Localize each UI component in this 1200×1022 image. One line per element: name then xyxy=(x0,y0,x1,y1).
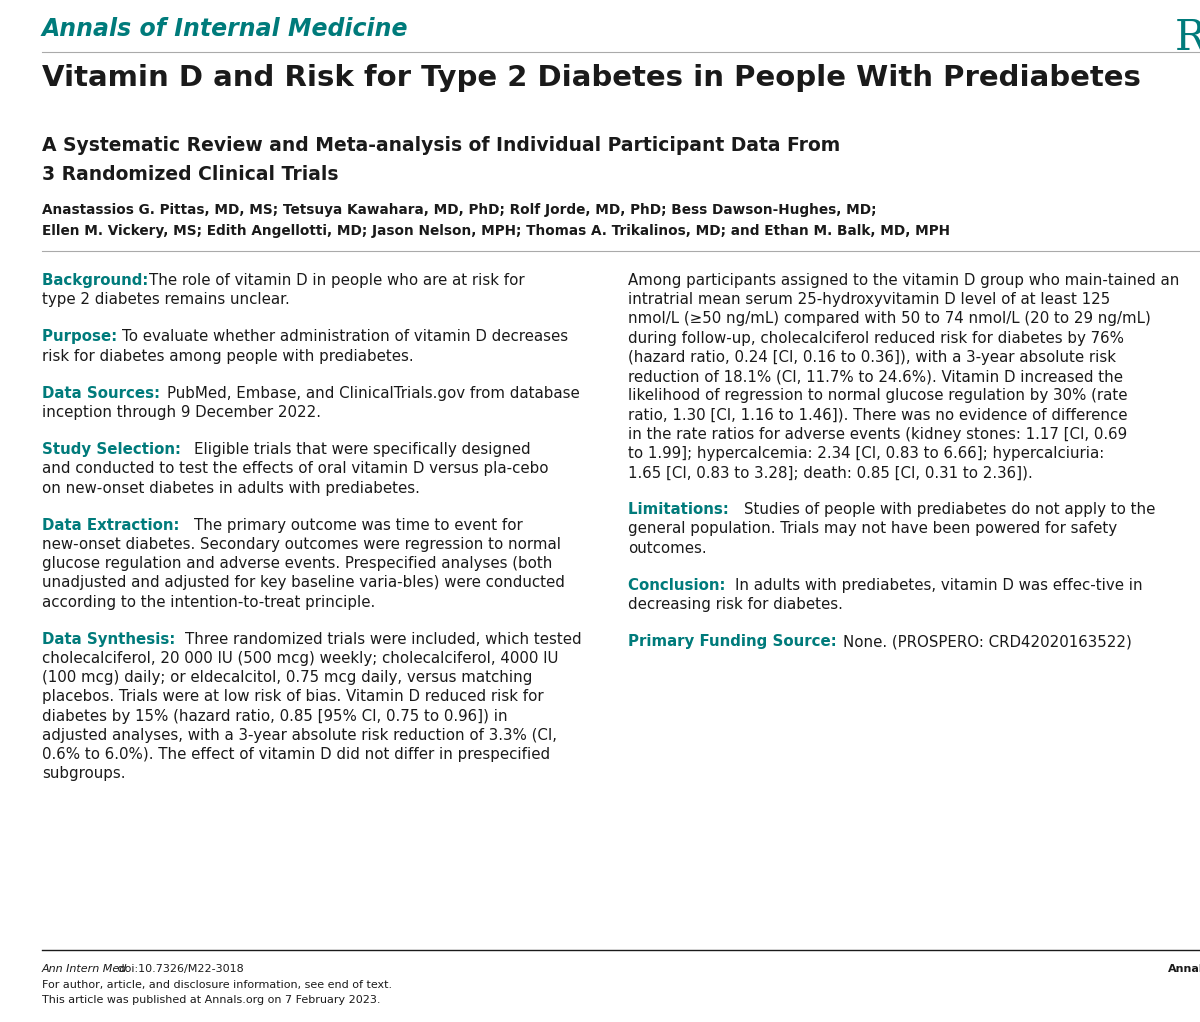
Text: reduction of 18.1% (CI, 11.7% to 24.6%). Vitamin D increased the: reduction of 18.1% (CI, 11.7% to 24.6%).… xyxy=(628,369,1123,384)
Text: (hazard ratio, 0.24 [CI, 0.16 to 0.36]), with a 3-year absolute risk: (hazard ratio, 0.24 [CI, 0.16 to 0.36]),… xyxy=(628,350,1116,365)
Text: Primary Funding Source:: Primary Funding Source: xyxy=(628,635,842,649)
Text: Data Extraction:: Data Extraction: xyxy=(42,518,185,532)
Text: in the rate ratios for adverse events (kidney stones: 1.17 [CI, 0.69: in the rate ratios for adverse events (k… xyxy=(628,426,1127,442)
Text: 3 Randomized Clinical Trials: 3 Randomized Clinical Trials xyxy=(42,165,338,184)
Text: (100 mcg) daily; or eldecalcitol, 0.75 mcg daily, versus matching: (100 mcg) daily; or eldecalcitol, 0.75 m… xyxy=(42,670,533,685)
Text: Eligible trials that were specifically designed: Eligible trials that were specifically d… xyxy=(194,443,530,457)
Text: For author, article, and disclosure information, see end of text.: For author, article, and disclosure info… xyxy=(42,979,392,989)
Text: likelihood of regression to normal glucose regulation by 30% (rate: likelihood of regression to normal gluco… xyxy=(628,388,1128,404)
Text: Three randomized trials were included, which tested: Three randomized trials were included, w… xyxy=(185,632,582,647)
Text: inception through 9 December 2022.: inception through 9 December 2022. xyxy=(42,405,322,420)
Text: PubMed, Embase, and ClinicalTrials.gov from database: PubMed, Embase, and ClinicalTrials.gov f… xyxy=(167,385,580,401)
Text: Limitations:: Limitations: xyxy=(628,502,734,517)
Text: Studies of people with prediabetes do not apply to the: Studies of people with prediabetes do no… xyxy=(744,502,1156,517)
Text: Data Sources:: Data Sources: xyxy=(42,385,166,401)
Text: Ann Intern Med.: Ann Intern Med. xyxy=(42,964,131,974)
Text: Vitamin D and Risk for Type 2 Diabetes in People With Prediabetes: Vitamin D and Risk for Type 2 Diabetes i… xyxy=(42,64,1141,92)
Text: Annals.org: Annals.org xyxy=(1168,964,1200,974)
Text: In adults with prediabetes, vitamin D was effec-tive in: In adults with prediabetes, vitamin D wa… xyxy=(734,577,1142,593)
Text: according to the intention-to-treat principle.: according to the intention-to-treat prin… xyxy=(42,595,376,609)
Text: Among participants assigned to the vitamin D group who main-tained an: Among participants assigned to the vitam… xyxy=(628,273,1180,288)
Text: Data Synthesis:: Data Synthesis: xyxy=(42,632,180,647)
Text: intratrial mean serum 25-hydroxyvitamin D level of at least 125: intratrial mean serum 25-hydroxyvitamin … xyxy=(628,292,1110,308)
Text: diabetes by 15% (hazard ratio, 0.85 [95% CI, 0.75 to 0.96]) in: diabetes by 15% (hazard ratio, 0.85 [95%… xyxy=(42,708,508,724)
Text: The role of vitamin D in people who are at risk for: The role of vitamin D in people who are … xyxy=(149,273,524,288)
Text: doi:10.7326/M22-3018: doi:10.7326/M22-3018 xyxy=(114,964,244,974)
Text: To evaluate whether administration of vitamin D decreases: To evaluate whether administration of vi… xyxy=(122,329,568,344)
Text: cholecalciferol, 20 000 IU (500 mcg) weekly; cholecalciferol, 4000 IU: cholecalciferol, 20 000 IU (500 mcg) wee… xyxy=(42,651,558,666)
Text: None. (PROSPERO: CRD42020163522): None. (PROSPERO: CRD42020163522) xyxy=(842,635,1132,649)
Text: Conclusion:: Conclusion: xyxy=(628,577,731,593)
Text: to 1.99]; hypercalcemia: 2.34 [CI, 0.83 to 6.66]; hypercalciuria:: to 1.99]; hypercalcemia: 2.34 [CI, 0.83 … xyxy=(628,446,1104,461)
Text: A Systematic Review and Meta-analysis of Individual Participant Data From: A Systematic Review and Meta-analysis of… xyxy=(42,136,840,155)
Text: adjusted analyses, with a 3-year absolute risk reduction of 3.3% (CI,: adjusted analyses, with a 3-year absolut… xyxy=(42,728,557,743)
Text: subgroups.: subgroups. xyxy=(42,766,126,781)
Text: outcomes.: outcomes. xyxy=(628,541,707,556)
Text: risk for diabetes among people with prediabetes.: risk for diabetes among people with pred… xyxy=(42,349,414,364)
Text: This article was published at Annals.org on 7 February 2023.: This article was published at Annals.org… xyxy=(42,995,380,1005)
Text: The primary outcome was time to event for: The primary outcome was time to event fo… xyxy=(194,518,523,532)
Text: Annals of Internal Medicine: Annals of Internal Medicine xyxy=(42,17,408,41)
Text: during follow-up, cholecalciferol reduced risk for diabetes by 76%: during follow-up, cholecalciferol reduce… xyxy=(628,330,1124,345)
Text: on new-onset diabetes in adults with prediabetes.: on new-onset diabetes in adults with pre… xyxy=(42,480,420,496)
Text: glucose regulation and adverse events. Prespecified analyses (both: glucose regulation and adverse events. P… xyxy=(42,556,552,571)
Text: new-onset diabetes. Secondary outcomes were regression to normal: new-onset diabetes. Secondary outcomes w… xyxy=(42,537,562,552)
Text: decreasing risk for diabetes.: decreasing risk for diabetes. xyxy=(628,597,842,612)
Text: Background:: Background: xyxy=(42,273,154,288)
Text: unadjusted and adjusted for key baseline varia-bles) were conducted: unadjusted and adjusted for key baseline… xyxy=(42,575,565,591)
Text: Anastassios G. Pittas, MD, MS; Tetsuya Kawahara, MD, PhD; Rolf Jorde, MD, PhD; B: Anastassios G. Pittas, MD, MS; Tetsuya K… xyxy=(42,203,876,217)
Text: R: R xyxy=(1175,17,1200,59)
Text: placebos. Trials were at low risk of bias. Vitamin D reduced risk for: placebos. Trials were at low risk of bia… xyxy=(42,690,544,704)
Text: 1.65 [CI, 0.83 to 3.28]; death: 0.85 [CI, 0.31 to 2.36]).: 1.65 [CI, 0.83 to 3.28]; death: 0.85 [CI… xyxy=(628,465,1033,480)
Text: ratio, 1.30 [CI, 1.16 to 1.46]). There was no evidence of difference: ratio, 1.30 [CI, 1.16 to 1.46]). There w… xyxy=(628,408,1128,422)
Text: and conducted to test the effects of oral vitamin D versus pla-cebo: and conducted to test the effects of ora… xyxy=(42,461,548,476)
Text: general population. Trials may not have been powered for safety: general population. Trials may not have … xyxy=(628,521,1117,537)
Text: type 2 diabetes remains unclear.: type 2 diabetes remains unclear. xyxy=(42,292,289,308)
Text: nmol/L (≥50 ng/mL) compared with 50 to 74 nmol/L (20 to 29 ng/mL): nmol/L (≥50 ng/mL) compared with 50 to 7… xyxy=(628,312,1151,326)
Text: 0.6% to 6.0%). The effect of vitamin D did not differ in prespecified: 0.6% to 6.0%). The effect of vitamin D d… xyxy=(42,747,550,762)
Text: Study Selection:: Study Selection: xyxy=(42,443,186,457)
Text: Purpose:: Purpose: xyxy=(42,329,122,344)
Text: Ellen M. Vickery, MS; Edith Angellotti, MD; Jason Nelson, MPH; Thomas A. Trikali: Ellen M. Vickery, MS; Edith Angellotti, … xyxy=(42,225,950,238)
